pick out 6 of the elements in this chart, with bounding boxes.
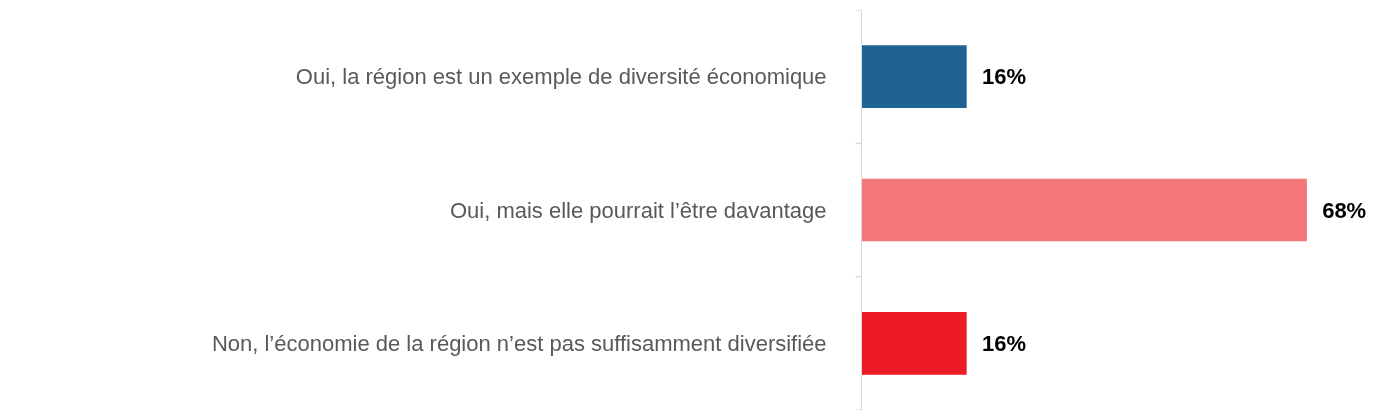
data-label: 16%	[969, 64, 1026, 90]
data-label: 68%	[1309, 197, 1367, 223]
y-tick-label: Oui, mais elle pourrait l’être davantage	[449, 197, 827, 223]
y-tick-label: Oui, la région est un exemple de diversité économique	[295, 64, 827, 90]
data-label: 16%	[969, 330, 1026, 356]
y-tick-label: Non, l’économie de la région n’est pas suffisamment diversifiée	[211, 331, 827, 357]
